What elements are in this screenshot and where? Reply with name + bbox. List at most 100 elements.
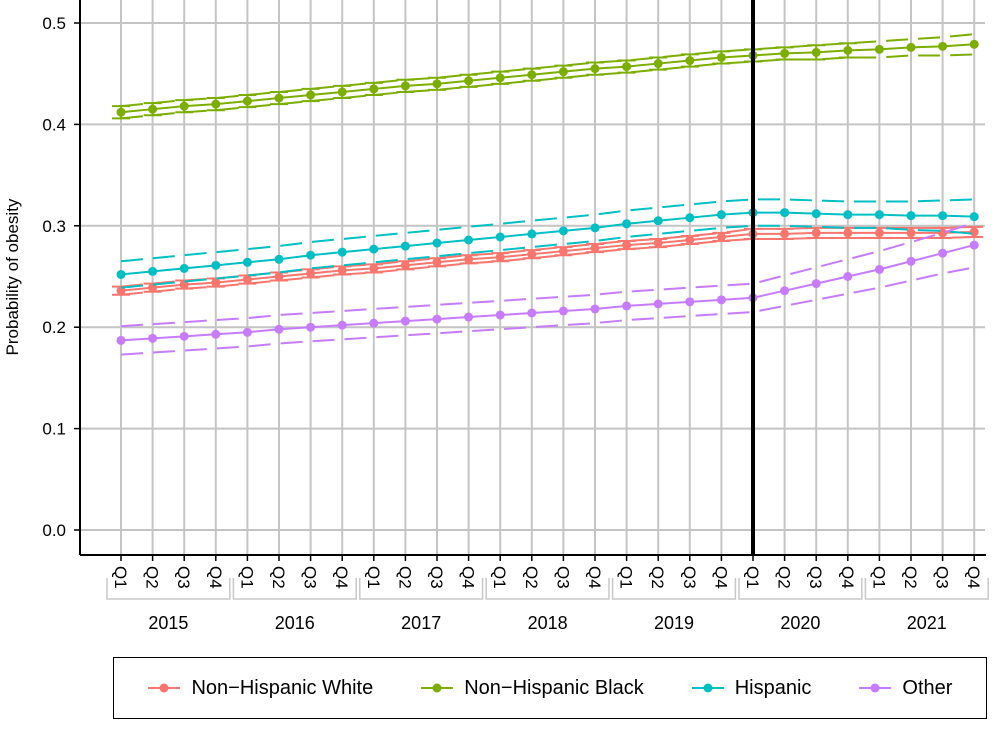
data-point-other [780, 286, 790, 296]
x-tick-label: Q3 [933, 566, 952, 589]
x-tick-label: Q3 [806, 566, 825, 589]
legend-item-white: Non−Hispanic White [147, 677, 373, 700]
data-point-white [400, 260, 410, 270]
x-tick-label: Q1 [743, 566, 762, 589]
y-tick-label: 0.2 [42, 318, 66, 337]
data-point-other [874, 264, 884, 274]
data-point-white [653, 238, 663, 248]
data-point-white [432, 257, 442, 267]
data-point-hispanic [811, 209, 821, 219]
data-point-white [811, 228, 821, 238]
data-point-other [242, 327, 252, 337]
data-point-black [685, 56, 695, 66]
data-point-black [464, 76, 474, 86]
data-point-other [906, 256, 916, 266]
legend-key-black [421, 683, 454, 693]
data-point-black [653, 59, 663, 69]
y-axis-title: Probability of obesity [3, 198, 22, 355]
x-tick-label: Q1 [237, 566, 256, 589]
year-bracket [485, 578, 610, 600]
data-point-white [369, 263, 379, 273]
data-point-white [337, 265, 347, 275]
data-point-hispanic [716, 210, 726, 220]
data-point-other [685, 297, 695, 307]
data-point-hispanic [558, 226, 568, 236]
data-point-other [306, 322, 316, 332]
data-point-black [811, 47, 821, 57]
y-tick-label: 0.4 [42, 115, 66, 134]
year-bracket [864, 578, 989, 600]
data-point-hispanic [874, 210, 884, 220]
data-point-black [400, 81, 410, 91]
data-point-black [590, 64, 600, 74]
data-point-hispanic [843, 210, 853, 220]
data-point-black [306, 90, 316, 100]
data-point-hispanic [780, 208, 790, 218]
year-label: 2017 [401, 613, 441, 633]
data-point-black [495, 73, 505, 83]
year-label: 2016 [275, 613, 315, 633]
data-point-black [716, 52, 726, 62]
x-tick-label: Q3 [427, 566, 446, 589]
data-point-black [622, 62, 632, 72]
series-line-white [120, 230, 975, 292]
legend-label: Non−Hispanic Black [464, 676, 644, 699]
data-point-black [432, 79, 442, 89]
data-point-white [211, 278, 221, 288]
data-point-white [274, 272, 284, 281]
data-point-black [179, 101, 189, 111]
data-point-white [527, 249, 537, 259]
year-bracket [738, 578, 863, 600]
series-line-hispanic [120, 211, 975, 276]
data-point-other [716, 295, 726, 305]
data-point-other [527, 308, 537, 318]
data-point-other [337, 320, 347, 330]
x-tick-label: Q4 [585, 566, 604, 589]
year-bracket [359, 578, 484, 600]
chart-plot: 0.0 0.1 0.2 0.3 0.4 0.5 Probability of obesity… [3, 0, 989, 633]
data-point-hispanic [969, 212, 979, 222]
data-point-hispanic [116, 269, 126, 279]
legend-item-black: Non−Hispanic Black [420, 677, 644, 700]
data-point-black [843, 45, 853, 55]
data-point-hispanic [242, 257, 252, 267]
data-point-other [148, 333, 158, 343]
data-point-hispanic [306, 250, 316, 260]
data-point-black [337, 87, 347, 97]
data-point-other [590, 304, 600, 314]
x-tick-label: Q2 [901, 566, 920, 589]
x-tick-label: Q4 [459, 566, 478, 589]
data-point-hispanic [337, 247, 347, 257]
data-point-hispanic [527, 229, 537, 239]
data-point-other [274, 324, 284, 334]
x-tick-label: Q4 [838, 566, 857, 589]
year-label: 2018 [528, 613, 568, 633]
data-point-other [211, 329, 221, 339]
data-point-hispanic [938, 211, 948, 221]
data-point-white [622, 240, 632, 250]
data-point-hispanic [148, 266, 158, 276]
data-point-white [148, 283, 158, 293]
x-tick-label: Q2 [143, 566, 162, 589]
x-tick-label: Q2 [775, 566, 794, 589]
data-point-white [938, 228, 948, 238]
data-point-black [780, 48, 790, 58]
data-point-other [969, 240, 979, 250]
data-point-hispanic [432, 238, 442, 248]
data-point-other [116, 335, 126, 345]
year-bracket [611, 578, 737, 600]
year-label: 2019 [654, 613, 694, 633]
data-point-black [211, 99, 221, 109]
data-point-hispanic [179, 263, 189, 273]
data-point-other [432, 314, 442, 324]
data-point-black [148, 104, 158, 114]
data-point-white [558, 246, 568, 256]
x-tick-label: Q1 [364, 566, 383, 589]
x-tick-label: Q4 [332, 566, 351, 589]
data-point-other [938, 248, 948, 258]
ci-lower-black [120, 53, 975, 120]
x-tick-label: Q4 [206, 566, 225, 589]
x-tick-label: Q3 [680, 566, 699, 589]
x-tick-label: Q1 [111, 566, 130, 589]
data-point-white [464, 254, 474, 264]
